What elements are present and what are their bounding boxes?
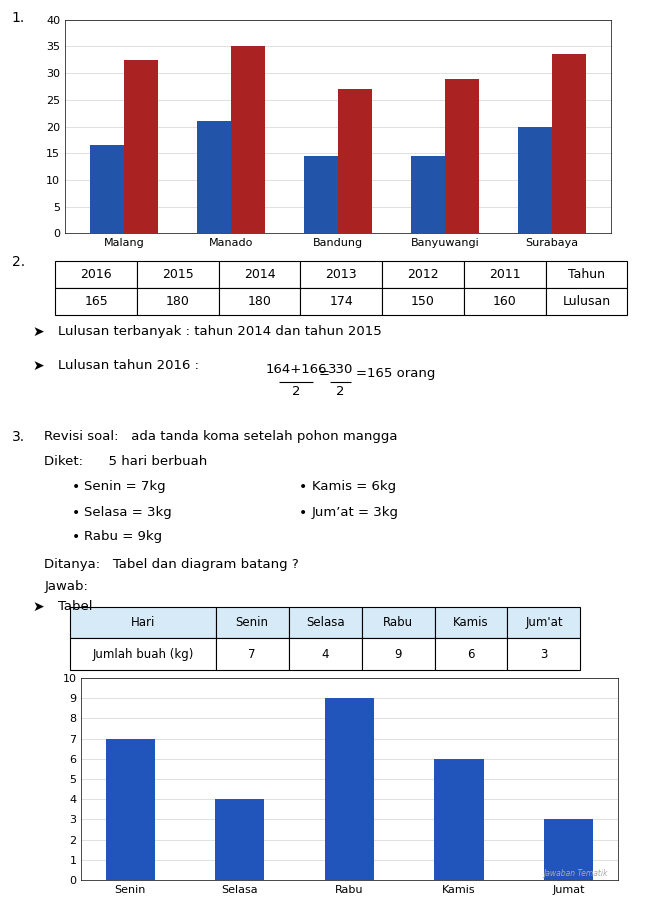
Text: Ditanya:   Tabel dan diagram batang ?: Ditanya: Tabel dan diagram batang ? xyxy=(44,558,299,570)
Text: •: • xyxy=(72,480,80,495)
Bar xyxy=(289,607,361,638)
Text: Selasa: Selasa xyxy=(306,616,345,629)
Text: 2014: 2014 xyxy=(244,269,276,281)
Bar xyxy=(304,156,338,233)
Text: 2011: 2011 xyxy=(489,269,521,281)
Bar xyxy=(289,638,361,670)
Bar xyxy=(552,55,586,233)
Text: Selasa = 3kg: Selasa = 3kg xyxy=(84,506,172,518)
Text: Lulusan terbanyak : tahun 2014 dan tahun 2015: Lulusan terbanyak : tahun 2014 dan tahun… xyxy=(58,325,382,338)
Bar xyxy=(231,47,265,233)
Bar xyxy=(218,261,300,288)
Bar xyxy=(216,638,289,670)
Bar xyxy=(545,261,627,288)
Text: =165 orang: =165 orang xyxy=(356,367,436,380)
Text: Hari: Hari xyxy=(131,616,155,629)
Text: Senin: Senin xyxy=(235,616,268,629)
Bar xyxy=(105,738,155,880)
Text: 2: 2 xyxy=(292,384,301,398)
Bar xyxy=(445,78,479,233)
Bar xyxy=(124,60,159,233)
Text: 2015: 2015 xyxy=(162,269,194,281)
Bar xyxy=(300,288,382,315)
Text: 2016: 2016 xyxy=(81,269,112,281)
Bar xyxy=(411,156,445,233)
Text: •: • xyxy=(72,530,80,544)
Text: Kamis = 6kg: Kamis = 6kg xyxy=(312,480,396,493)
Text: 2012: 2012 xyxy=(407,269,439,281)
Bar xyxy=(382,261,464,288)
Text: 2: 2 xyxy=(336,384,344,398)
Bar xyxy=(137,261,218,288)
Text: 4: 4 xyxy=(321,647,329,661)
Bar xyxy=(90,145,124,233)
Bar xyxy=(464,288,545,315)
Bar xyxy=(544,819,593,880)
Text: 3: 3 xyxy=(540,647,548,661)
Text: 2.: 2. xyxy=(12,255,25,269)
Bar xyxy=(70,638,216,670)
Text: ➤: ➤ xyxy=(32,600,44,614)
Text: 165: 165 xyxy=(84,295,108,308)
Text: Jum’at = 3kg: Jum’at = 3kg xyxy=(312,506,399,518)
Text: Jumlah buah (kg): Jumlah buah (kg) xyxy=(92,647,194,661)
Text: •: • xyxy=(299,506,307,520)
Bar xyxy=(517,127,552,233)
Text: Rabu: Rabu xyxy=(383,616,413,629)
Bar xyxy=(434,607,508,638)
Text: Jum'at: Jum'at xyxy=(525,616,563,629)
Text: Tahun: Tahun xyxy=(568,269,605,281)
Text: 174: 174 xyxy=(330,295,353,308)
Text: 164+166: 164+166 xyxy=(266,363,327,376)
Text: •: • xyxy=(72,506,80,520)
Text: 1.: 1. xyxy=(12,11,25,25)
Text: •: • xyxy=(299,480,307,495)
Text: 150: 150 xyxy=(411,295,435,308)
Text: 7: 7 xyxy=(248,647,256,661)
Bar xyxy=(300,261,382,288)
Bar xyxy=(434,638,508,670)
Text: =: = xyxy=(318,367,330,380)
Bar xyxy=(197,121,231,233)
Bar xyxy=(215,799,265,880)
Bar xyxy=(508,607,580,638)
Text: Diket:      5 hari berbuah: Diket: 5 hari berbuah xyxy=(44,455,207,468)
Bar xyxy=(338,89,372,233)
Bar xyxy=(361,607,434,638)
Bar xyxy=(361,638,434,670)
Text: Lulusan tahun 2016 :: Lulusan tahun 2016 : xyxy=(58,359,200,372)
Bar xyxy=(70,607,216,638)
Bar xyxy=(464,261,545,288)
Text: 3.: 3. xyxy=(12,430,25,445)
Bar xyxy=(55,288,137,315)
Bar xyxy=(434,759,484,880)
Text: Tabel: Tabel xyxy=(58,600,93,612)
Text: Jawab:: Jawab: xyxy=(44,580,88,593)
Text: Lulusan: Lulusan xyxy=(562,295,610,308)
Text: 180: 180 xyxy=(166,295,190,308)
Bar xyxy=(137,288,218,315)
Text: 2013: 2013 xyxy=(326,269,357,281)
Bar xyxy=(325,699,374,880)
Text: Rabu = 9kg: Rabu = 9kg xyxy=(84,530,162,542)
Text: 9: 9 xyxy=(395,647,402,661)
Bar xyxy=(218,288,300,315)
Bar xyxy=(55,261,137,288)
Text: ➤: ➤ xyxy=(32,359,44,374)
Bar xyxy=(508,638,580,670)
Text: 180: 180 xyxy=(248,295,272,308)
Bar xyxy=(382,288,464,315)
Text: Jawaban Tematik: Jawaban Tematik xyxy=(543,869,608,878)
Text: Kamis: Kamis xyxy=(453,616,489,629)
Text: 330: 330 xyxy=(328,363,353,376)
Text: Revisi soal:   ada tanda koma setelah pohon mangga: Revisi soal: ada tanda koma setelah poho… xyxy=(44,430,398,443)
Bar xyxy=(216,607,289,638)
Text: 160: 160 xyxy=(493,295,517,308)
Text: ➤: ➤ xyxy=(32,325,44,339)
Text: 6: 6 xyxy=(467,647,474,661)
Bar xyxy=(545,288,627,315)
Text: Senin = 7kg: Senin = 7kg xyxy=(84,480,166,493)
